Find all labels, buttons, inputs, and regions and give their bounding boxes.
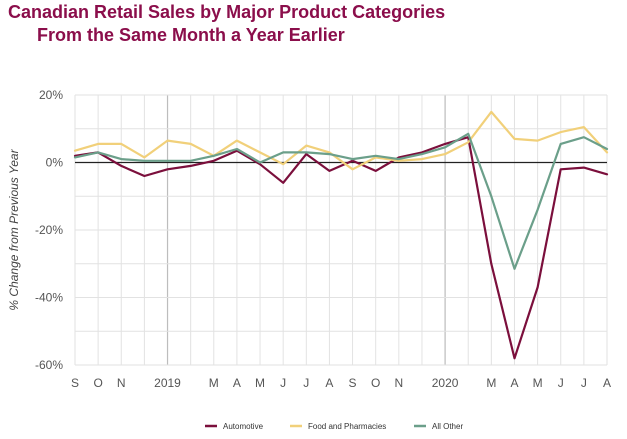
- legend-label: Food and Pharmacies: [308, 422, 386, 431]
- series-lines: [73, 110, 609, 360]
- x-tick-label: 2020: [432, 376, 459, 390]
- x-tick-label: J: [558, 376, 564, 390]
- y-tick-label: -20%: [35, 223, 63, 237]
- x-tick-label: M: [486, 376, 496, 390]
- y-tick-label: -40%: [35, 291, 63, 305]
- x-tick-label: O: [371, 376, 380, 390]
- x-tick-label: 2019: [154, 376, 181, 390]
- x-tick-label: S: [71, 376, 79, 390]
- x-tick-label: J: [581, 376, 587, 390]
- y-axis-label: % Change from Previous Year: [7, 148, 21, 310]
- y-tick-label: 0%: [46, 156, 64, 170]
- series-line-automotive: [73, 136, 609, 360]
- legend: Automotive Food and Pharmacies All Other: [205, 422, 463, 431]
- legend-label: Automotive: [223, 422, 264, 431]
- x-tick-label: M: [209, 376, 219, 390]
- chart-title-line-2: From the Same Month a Year Earlier: [37, 25, 345, 45]
- chart-title-line-1: Canadian Retail Sales by Major Product C…: [8, 2, 446, 22]
- series-line-all-other: [73, 132, 609, 270]
- legend-label: All Other: [432, 422, 463, 431]
- y-tick-label: -60%: [35, 358, 63, 372]
- x-tick-label: A: [233, 376, 241, 390]
- x-tick-label: S: [349, 376, 357, 390]
- series-line-food-and-pharmacies: [73, 110, 609, 171]
- x-tick-label: A: [603, 376, 611, 390]
- x-tick-label: A: [325, 376, 333, 390]
- x-tick-label: J: [303, 376, 309, 390]
- x-tick-label: M: [255, 376, 265, 390]
- x-tick-label: J: [280, 376, 286, 390]
- x-tick-label: M: [533, 376, 543, 390]
- y-tick-label: 20%: [39, 88, 63, 102]
- x-tick-label: N: [394, 376, 403, 390]
- axis-labels: 20%0%-20%-40%-60%S O N 2019 M A M J J A S O N 2020 M A M…: [7, 88, 611, 390]
- x-tick-label: A: [510, 376, 518, 390]
- x-tick-label: N: [117, 376, 126, 390]
- gridlines: [74, 94, 608, 366]
- x-tick-label: O: [93, 376, 102, 390]
